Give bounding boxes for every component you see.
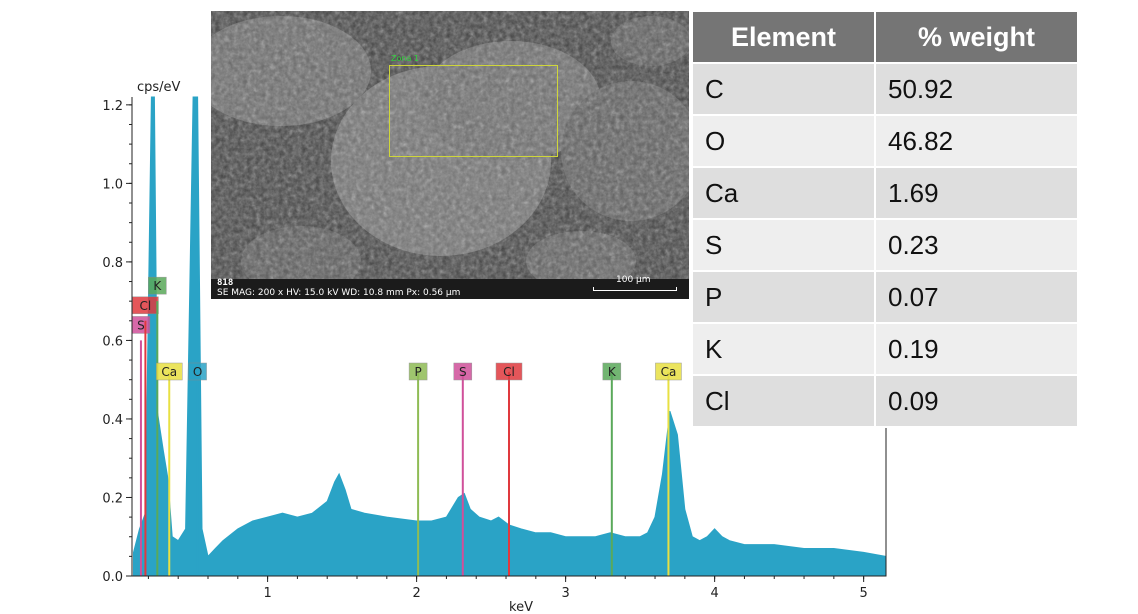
composition-table: Element % weight C 50.92 O 46.82 Ca 1.69…: [693, 12, 1077, 428]
y-tick-label: 0.0: [102, 570, 123, 585]
peak-label-box: [188, 362, 207, 381]
weight-cell: 1.69: [874, 168, 1077, 220]
y-tick-label: 1.2: [102, 99, 123, 114]
element-cell: Ca: [693, 168, 874, 220]
table-row: Cl 0.09: [693, 376, 1077, 428]
sem-micrograph: Zona 1 818 SE MAG: 200 x HV: 15.0 kV WD:…: [211, 11, 689, 299]
axis-lines: [131, 97, 887, 577]
table-row: K 0.19: [693, 324, 1077, 376]
weight-cell: 0.23: [874, 220, 1077, 272]
plot-area: [132, 96, 887, 577]
element-cell: Cl: [693, 376, 874, 428]
y-tick-label: 1.0: [102, 177, 123, 192]
peak-label-ca: Ca: [661, 365, 677, 379]
sem-info-bar: [211, 279, 689, 299]
table-row: O 46.82: [693, 116, 1077, 168]
peak-label-o: O: [193, 365, 202, 379]
peak-label-cl: Cl: [503, 365, 515, 379]
peak-label-k: K: [153, 279, 162, 293]
x-tick-label: 1: [263, 586, 271, 601]
axes: 0.0 0.2 0.4 0.6 0.8 1.0 1.2 1 2 3 4 5: [102, 97, 887, 601]
peak-label-box: [148, 276, 167, 295]
y-tick-label: 0.6: [102, 334, 123, 349]
element-cell: P: [693, 272, 874, 324]
x-tick-label: 3: [561, 586, 569, 601]
x-tick-label: 2: [412, 586, 420, 601]
header-element: Element: [693, 12, 874, 64]
scale-bar-label: 100 µm: [616, 275, 651, 285]
x-tick-label: 4: [710, 586, 718, 601]
sem-parameters: SE MAG: 200 x HV: 15.0 kV WD: 10.8 mm Px…: [217, 288, 461, 298]
weight-cell: 0.07: [874, 272, 1077, 324]
peak-label-box: [156, 362, 183, 381]
y-tick-label: 0.2: [102, 491, 123, 506]
table-row: P 0.07: [693, 272, 1077, 324]
sem-texture: [211, 11, 689, 299]
table-row: Ca 1.69: [693, 168, 1077, 220]
weight-cell: 0.19: [874, 324, 1077, 376]
table-row: S 0.23: [693, 220, 1077, 272]
table-row: C 50.92: [693, 64, 1077, 116]
header-weight: % weight: [874, 12, 1077, 64]
peak-label-box: [602, 362, 622, 381]
spectrum-area: [132, 96, 887, 577]
element-cell: O: [693, 116, 874, 168]
element-cell: C: [693, 64, 874, 116]
peak-label-s: S: [137, 318, 145, 332]
peak-label-box: [408, 362, 428, 381]
sem-image-id: 818: [217, 278, 234, 288]
peak-label-k: K: [608, 365, 617, 379]
weight-cell: 46.82: [874, 116, 1077, 168]
element-cell: K: [693, 324, 874, 376]
peak-label-cl: Cl: [140, 299, 152, 313]
x-axis-title: keV: [509, 600, 533, 614]
peak-label-ca: Ca: [161, 365, 177, 379]
scale-bar: [593, 287, 677, 291]
weight-cell: 0.09: [874, 376, 1077, 428]
peak-label-box: [495, 362, 523, 381]
zone-label: Zona 1: [391, 54, 419, 63]
peak-label-s: S: [459, 365, 467, 379]
table-header-row: Element % weight: [693, 12, 1077, 64]
weight-cell: 50.92: [874, 64, 1077, 116]
element-cell: S: [693, 220, 874, 272]
peak-label-box: [655, 362, 682, 381]
analysis-zone-box: [389, 65, 558, 157]
peak-label-p: P: [414, 365, 421, 379]
y-axis-title: cps/eV: [137, 80, 181, 95]
x-tick-label: 5: [860, 586, 868, 601]
y-tick-label: 0.4: [102, 413, 123, 428]
peak-label-box: [453, 362, 473, 381]
y-tick-label: 0.8: [102, 256, 123, 271]
